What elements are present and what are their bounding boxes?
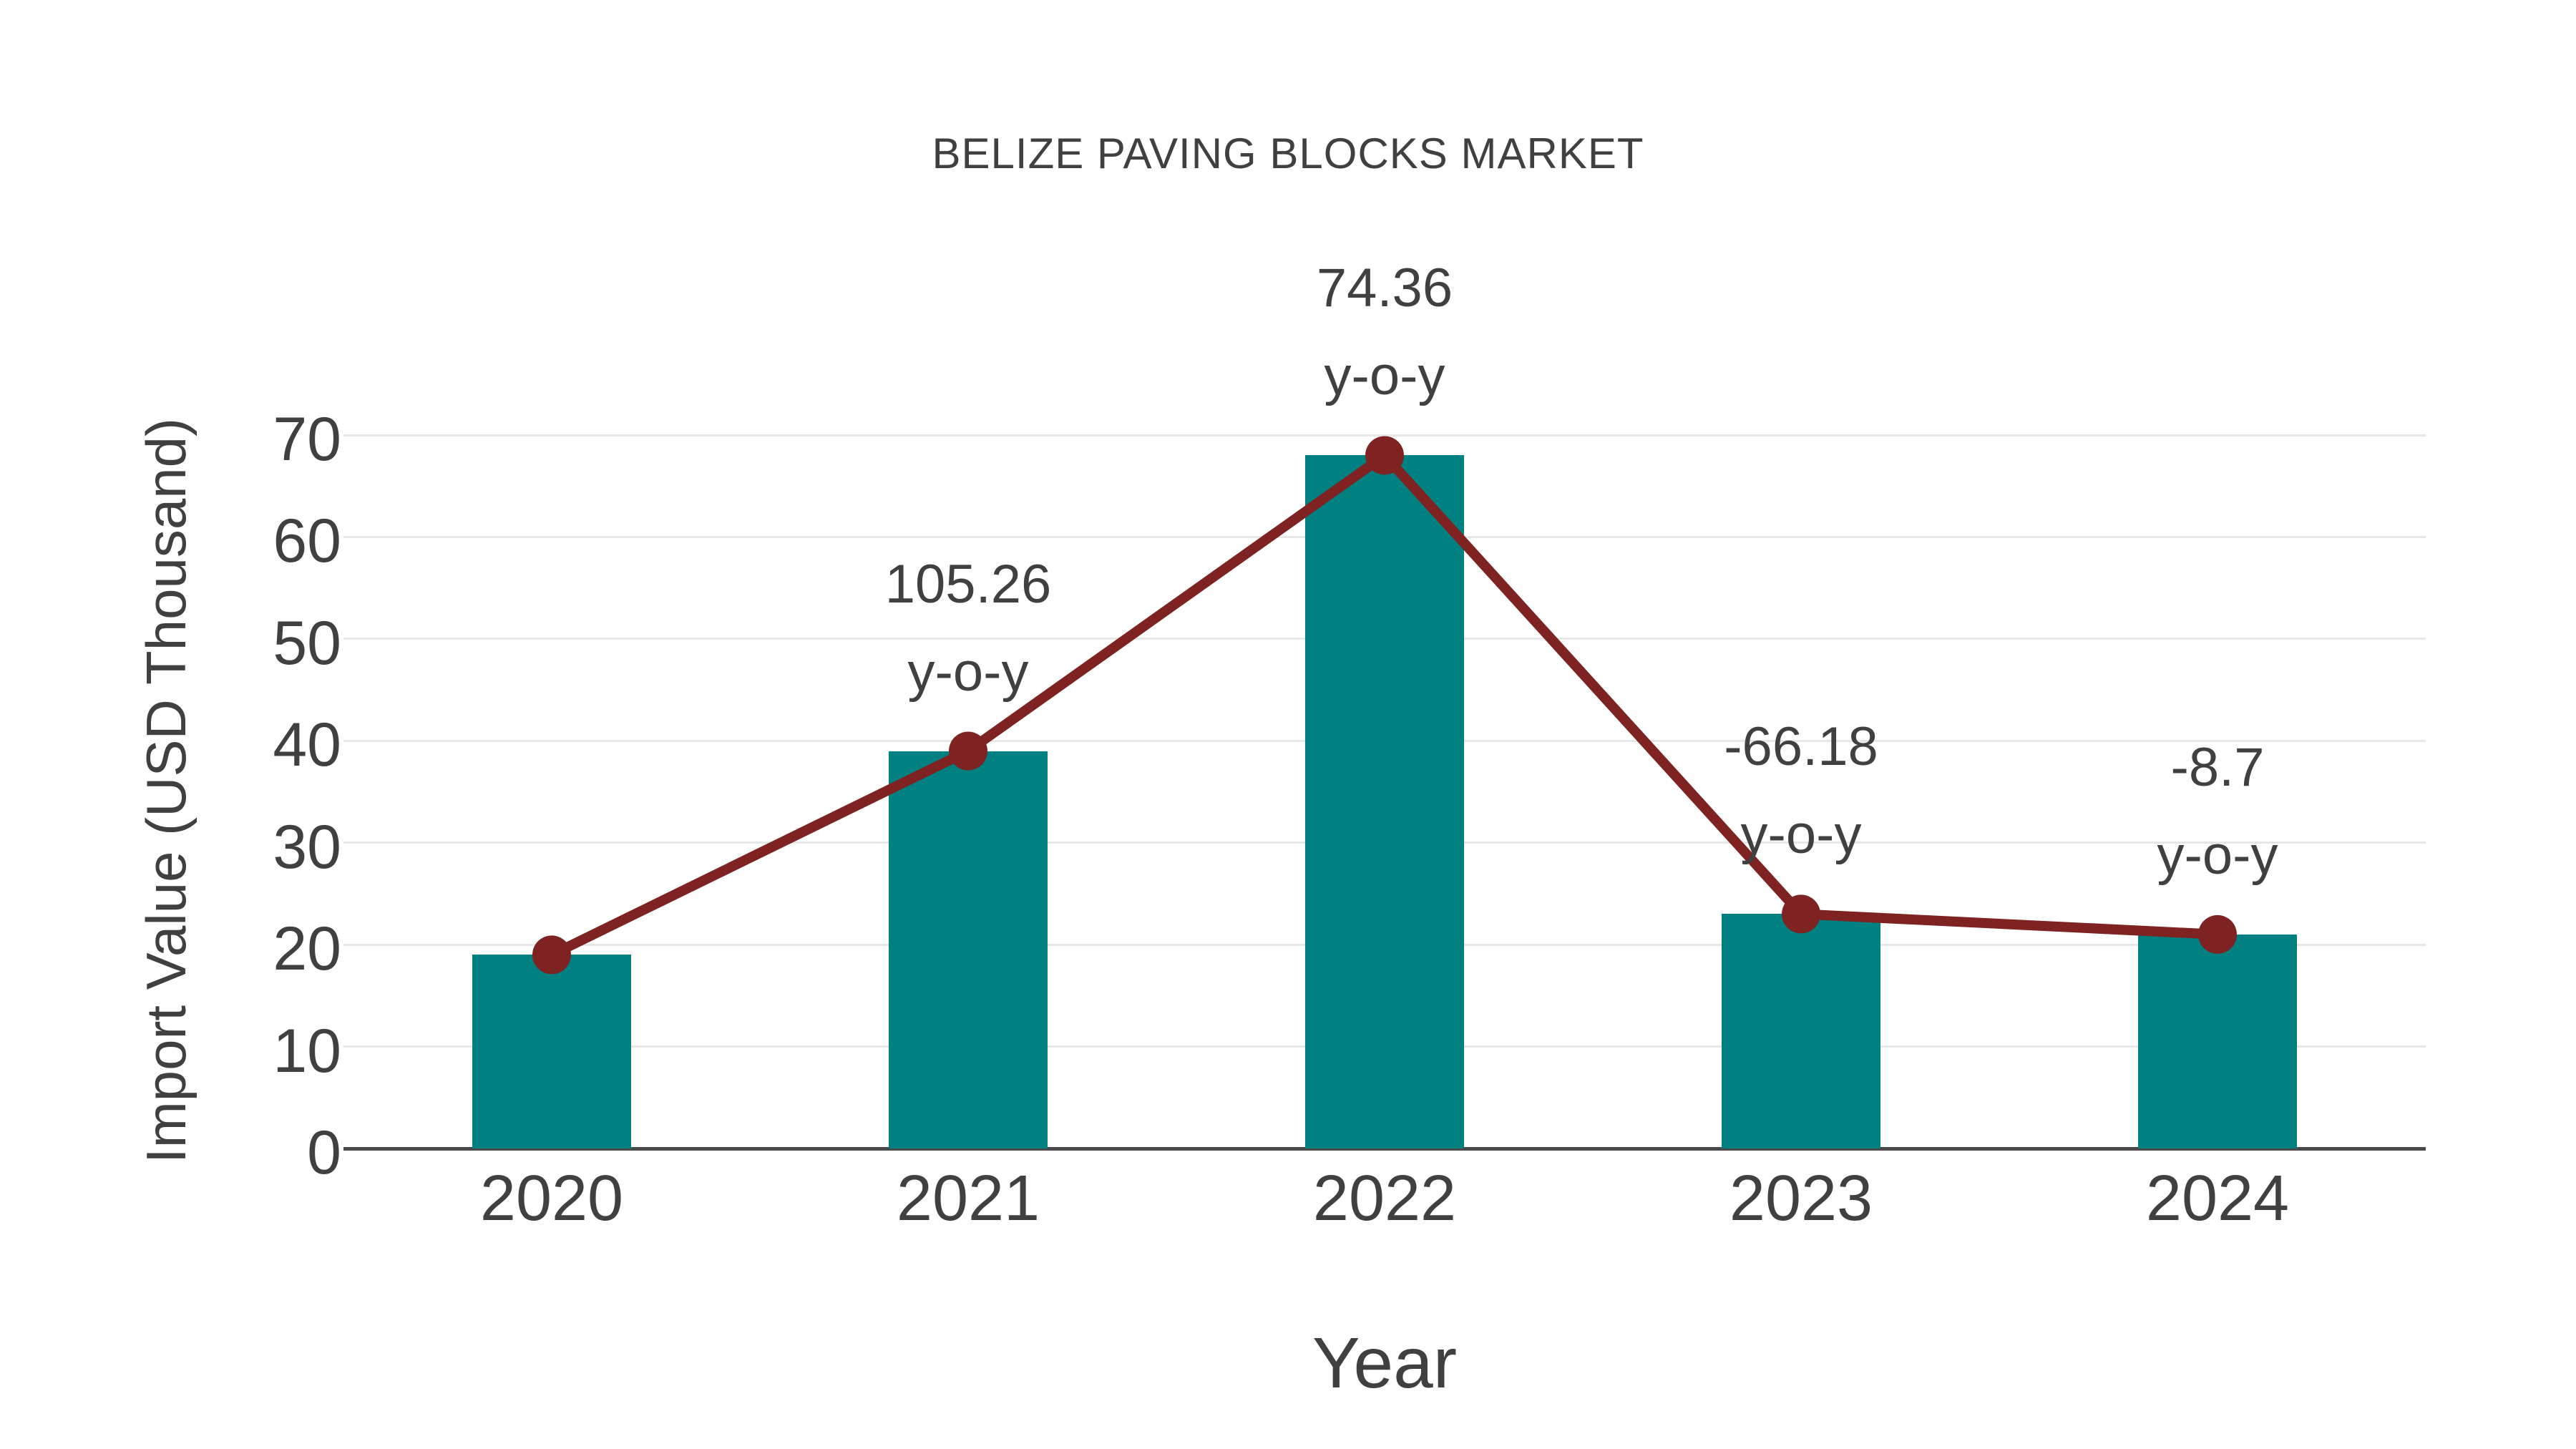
x-tick-label-2021: 2021 bbox=[896, 1163, 1040, 1234]
annotation-value-2023: -66.18 bbox=[1724, 716, 1878, 778]
x-tick-label-2023: 2023 bbox=[1729, 1163, 1873, 1234]
annotation-suffix-2023: y-o-y bbox=[1740, 804, 1862, 866]
x-tick-label-2020: 2020 bbox=[479, 1163, 624, 1234]
annotation-suffix-2022: y-o-y bbox=[1324, 346, 1445, 407]
marker-2023 bbox=[1782, 894, 1820, 934]
marker-2020 bbox=[532, 935, 571, 975]
annotation-suffix-2024: y-o-y bbox=[2157, 824, 2278, 886]
bar-2021 bbox=[889, 751, 1048, 1148]
chart-title: BELIZE PAVING BLOCKS MARKET bbox=[932, 130, 1644, 177]
bar-2022 bbox=[1305, 455, 1464, 1148]
x-tick-label-2022: 2022 bbox=[1312, 1163, 1457, 1234]
gridline-y-70 bbox=[343, 434, 2426, 436]
annotation-value-2024: -8.7 bbox=[2170, 736, 2265, 798]
y-tick-label-0: 0 bbox=[307, 1118, 341, 1187]
x-axis-title: Year bbox=[1312, 1323, 1458, 1403]
bar-2024 bbox=[2138, 934, 2297, 1148]
y-tick-label-50: 50 bbox=[273, 608, 341, 678]
marker-2021 bbox=[949, 731, 987, 771]
y-tick-label-30: 30 bbox=[273, 812, 341, 882]
x-tick-label-2024: 2024 bbox=[2145, 1163, 2290, 1234]
marker-2024 bbox=[2198, 914, 2237, 954]
y-tick-label-60: 60 bbox=[273, 507, 341, 576]
bar-2023 bbox=[1722, 914, 1880, 1148]
x-axis-line bbox=[343, 1146, 2426, 1151]
bar-2020 bbox=[472, 955, 631, 1148]
annotation-value-2021: 105.26 bbox=[884, 553, 1052, 615]
y-tick-label-70: 70 bbox=[273, 405, 341, 474]
annotation-suffix-2021: y-o-y bbox=[907, 641, 1029, 703]
y-tick-label-10: 10 bbox=[273, 1016, 341, 1085]
annotation-value-2022: 74.36 bbox=[1316, 258, 1453, 319]
trend-line bbox=[549, 449, 2218, 960]
marker-2022 bbox=[1365, 436, 1404, 475]
y-tick-label-40: 40 bbox=[273, 711, 341, 780]
y-tick-label-20: 20 bbox=[273, 914, 341, 984]
